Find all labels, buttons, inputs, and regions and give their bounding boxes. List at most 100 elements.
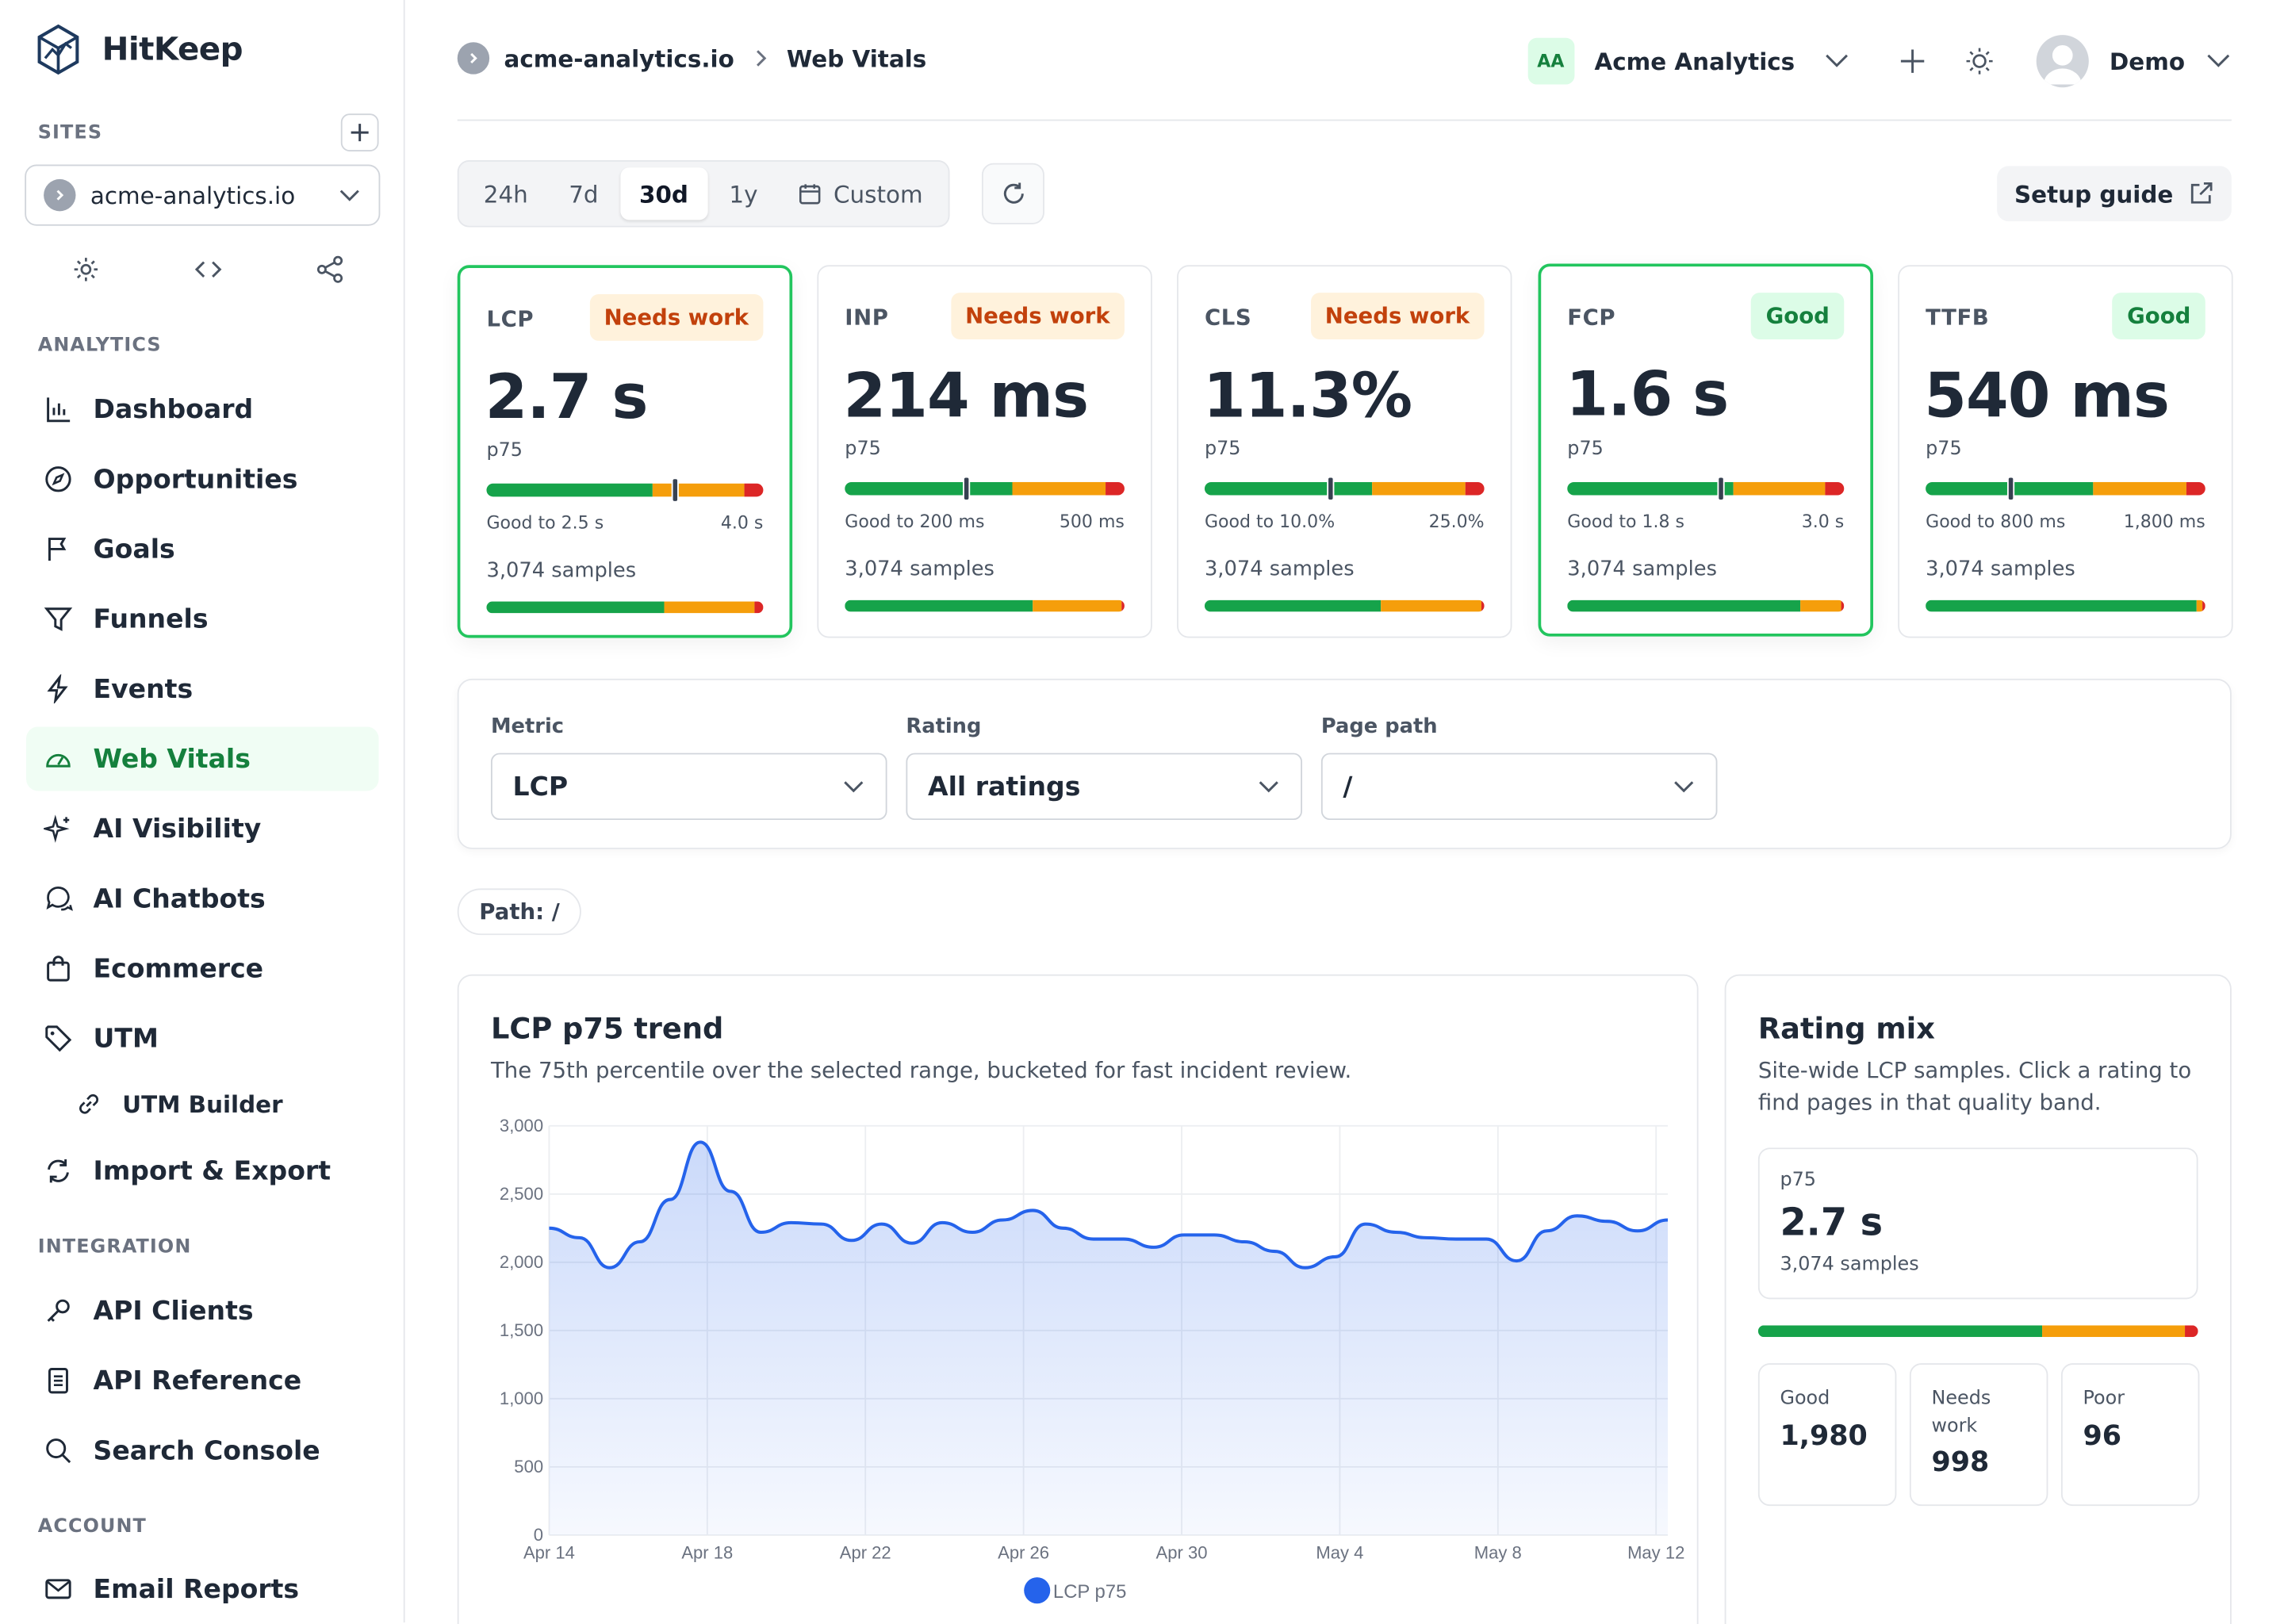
sidebar-item-label: AI Visibility: [93, 813, 262, 845]
scale-poor-segment: [2186, 481, 2205, 496]
metric-card-inp[interactable]: INP Needs work 214 ms p75 Good to 200 ms 500 …: [817, 265, 1152, 638]
metric-card-fcp[interactable]: FCP Good 1.6 s p75 Good to 1.8 s 3.0 s 3,074 s…: [1538, 263, 1873, 637]
percentile-label: p75: [486, 439, 523, 462]
distribution-needs-work: [663, 601, 755, 614]
sidebar-item-label: Funnels: [93, 603, 209, 634]
site-selector[interactable]: acme-analytics.io: [25, 164, 381, 226]
poor-threshold-label: 3.0 s: [1801, 511, 1845, 532]
percentile-label: p75: [1926, 438, 1962, 461]
sidebar-item-dashboard[interactable]: Dashboard: [26, 377, 378, 442]
chevron-down-icon: [1673, 779, 1696, 794]
chevron-down-icon: [338, 188, 361, 202]
metric-card-lcp[interactable]: LCP Needs work 2.7 s p75 Good to 2.5 s 4.0 s 3…: [457, 265, 793, 638]
metric-name: LCP: [486, 305, 535, 332]
threshold-scale: [1204, 476, 1485, 501]
scale-needs-work-segment: [1372, 481, 1465, 496]
sample-count: 3,074 samples: [1567, 557, 1717, 581]
sidebar-item-ai-chatbots[interactable]: AI Chatbots: [26, 867, 378, 931]
user-avatar[interactable]: [2037, 35, 2090, 88]
breadcrumb-site[interactable]: acme-analytics.io: [504, 44, 734, 72]
sidebar-item-funnels[interactable]: Funnels: [26, 587, 378, 651]
legend-label: LCP p75: [1053, 1581, 1126, 1603]
sidebar-item-search-console[interactable]: Search Console: [26, 1419, 378, 1483]
range-custom[interactable]: Custom: [780, 167, 941, 220]
percentile-label: p75: [1204, 438, 1241, 461]
sidebar-item-utm-builder[interactable]: UTM Builder: [58, 1072, 410, 1136]
x-tick-label: Apr 14: [523, 1542, 575, 1562]
date-range-selector: 24h 7d 30d 1y Custom: [457, 160, 949, 228]
rating-poor-label: Poor: [2083, 1388, 2125, 1410]
range-30d[interactable]: 30d: [620, 167, 707, 220]
y-tick-label: 2,500: [500, 1184, 543, 1204]
rating-mix-bar: [1757, 1325, 2198, 1338]
org-avatar: AA: [1527, 37, 1574, 85]
distribution-bar: [486, 601, 764, 614]
sidebar-item-label: API Clients: [93, 1295, 254, 1327]
sidebar-item-ai-visibility[interactable]: AI Visibility: [26, 797, 378, 861]
setup-guide-button[interactable]: Setup guide: [1996, 166, 2232, 222]
flag-icon: [48, 538, 67, 561]
rating-mix-subtitle: Site-wide LCP samples. Click a rating to…: [1757, 1057, 2192, 1116]
x-tick-label: May 8: [1474, 1542, 1522, 1562]
add-site-button[interactable]: [340, 113, 379, 152]
share-icon[interactable]: [315, 254, 347, 285]
metric-card-ttfb[interactable]: TTFB Good 540 ms p75 Good to 800 ms 1,800 ms 3…: [1898, 265, 2233, 638]
bar-chart-icon: [47, 397, 71, 423]
metric-value: 1.6 s: [1565, 358, 1729, 430]
compass-icon: [45, 466, 71, 492]
sidebar-item-web-vitals[interactable]: Web Vitals: [26, 726, 379, 791]
path-pill[interactable]: Path: /: [457, 888, 582, 936]
sidebar-item-api-clients[interactable]: API Clients: [26, 1279, 378, 1343]
chevron-down-icon[interactable]: [2205, 52, 2232, 70]
logo[interactable]: HitKeep: [35, 23, 243, 75]
metric-value: 2.7 s: [485, 361, 649, 433]
rating-poor-button[interactable]: Poor 96: [2060, 1363, 2200, 1507]
external-link-icon: [2190, 182, 2213, 204]
code-icon[interactable]: [192, 254, 224, 285]
sidebar-item-label: Search Console: [93, 1435, 320, 1466]
plus-icon[interactable]: [1897, 45, 1929, 77]
org-name[interactable]: Acme Analytics: [1594, 47, 1795, 75]
trend-subtitle: The 75th percentile over the selected ra…: [490, 1057, 1352, 1084]
range-24h[interactable]: 24h: [483, 179, 528, 208]
metric-card-cls[interactable]: CLS Needs work 11.3% p75 Good to 10.0% 25.0% 3…: [1177, 265, 1512, 638]
scale-needs-work-segment: [1733, 481, 1825, 496]
sidebar-item-events[interactable]: Events: [26, 657, 378, 721]
metric-filter-label: Metric: [490, 714, 565, 739]
sidebar-item-goals[interactable]: Goals: [26, 517, 378, 581]
distribution-good: [1926, 599, 2198, 612]
path-select[interactable]: /: [1320, 753, 1718, 821]
metric-select[interactable]: LCP: [490, 753, 887, 821]
scale-needs-work-segment: [2093, 481, 2186, 496]
range-1y[interactable]: 1y: [729, 179, 758, 208]
rating-select[interactable]: All ratings: [906, 753, 1303, 821]
user-name[interactable]: Demo: [2109, 47, 2186, 75]
rating-good-button[interactable]: Good 1,980: [1757, 1363, 1897, 1507]
chevron-down-icon[interactable]: [1824, 52, 1850, 70]
chevron-right-icon: [757, 50, 767, 67]
refresh-button[interactable]: [981, 163, 1044, 224]
range-custom-label: Custom: [833, 179, 923, 208]
integration-section-label: INTEGRATION: [37, 1236, 192, 1258]
distribution-good: [845, 599, 1033, 612]
path-filter: Page path /: [1320, 715, 1718, 821]
scale-poor-segment: [1824, 481, 1845, 496]
sidebar-item-api-reference[interactable]: API Reference: [26, 1349, 378, 1413]
distribution-needs-work: [1032, 599, 1122, 612]
range-7d[interactable]: 7d: [569, 179, 599, 208]
sidebar-item-ecommerce[interactable]: Ecommerce: [26, 936, 378, 1001]
sun-icon[interactable]: [1964, 45, 1995, 77]
sidebar-item-label: AI Chatbots: [93, 883, 266, 914]
distribution-needs-work: [2197, 599, 2203, 612]
distribution-poor: [1841, 599, 1845, 612]
sidebar-item-opportunities[interactable]: Opportunities: [26, 447, 378, 511]
distribution-needs-work: [1799, 599, 1841, 612]
sidebar-item-import-export[interactable]: Import & Export: [26, 1139, 378, 1203]
sidebar-item-email-reports[interactable]: Email Reports: [26, 1557, 378, 1621]
rating-select-value: All ratings: [927, 771, 1081, 802]
sidebar-item-utm[interactable]: UTM: [26, 1006, 378, 1071]
gear-icon[interactable]: [70, 254, 102, 285]
mix-needs-work-segment: [2041, 1325, 2185, 1338]
rating-needs-work-button[interactable]: Needs work 998: [1909, 1363, 2048, 1507]
